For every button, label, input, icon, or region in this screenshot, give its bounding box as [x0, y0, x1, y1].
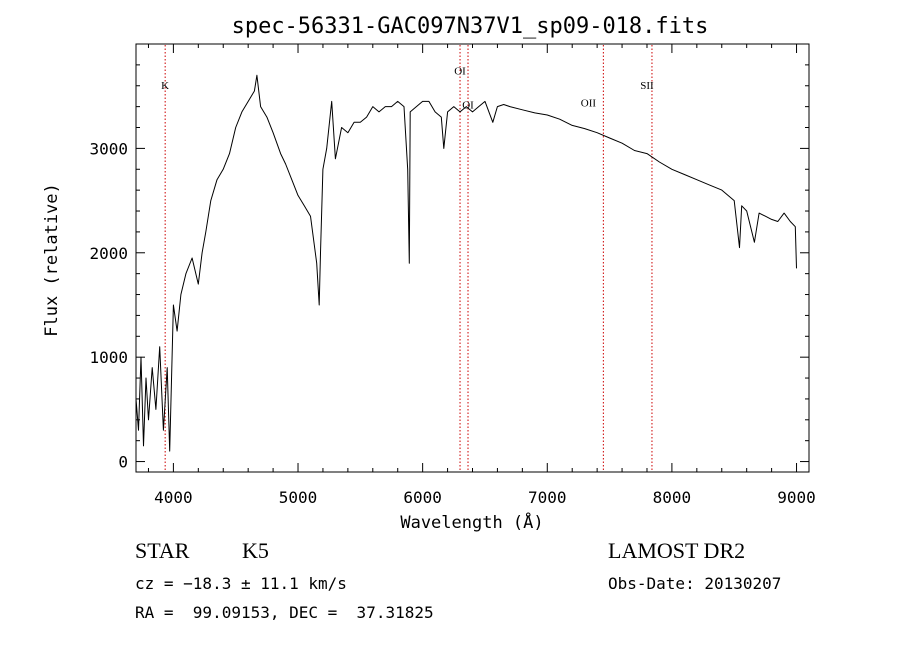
line-annotation-label: K	[161, 80, 169, 92]
x-tick-label: 9000	[777, 488, 816, 507]
line-annotation-label: SII	[640, 80, 654, 92]
line-annotation-label: OII	[581, 98, 597, 110]
spectrum-layer	[135, 74, 797, 452]
y-tick-label: 1000	[89, 348, 128, 367]
spectrum-line	[135, 74, 797, 452]
y-tick-label: 2000	[89, 244, 128, 263]
x-axis-label: Wavelength (Å)	[400, 511, 543, 533]
y-axis-label: Flux (relative)	[42, 183, 62, 337]
object-class: STAR	[135, 538, 190, 563]
coordinates-readout: RA = 99.09153, DEC = 37.31825	[135, 603, 434, 622]
y-axis-ticks: 0 1000 2000 3000	[89, 64, 809, 472]
reference-lines	[164, 45, 653, 471]
x-tick-label: 8000	[653, 488, 692, 507]
x-tick-label: 5000	[279, 488, 318, 507]
x-tick-label: 6000	[403, 488, 442, 507]
x-tick-label: 7000	[528, 488, 567, 507]
survey-name: LAMOST DR2	[608, 538, 746, 563]
line-annotation-label: OI	[462, 100, 474, 112]
x-axis-ticks: 4000 5000 6000 7000 8000 9000	[147, 44, 816, 507]
chart-title: spec-56331-GAC097N37V1_sp09-018.fits	[232, 14, 709, 39]
y-tick-label: 0	[118, 453, 128, 472]
observation-date: Obs-Date: 20130207	[608, 574, 782, 593]
object-subclass: K5	[242, 538, 269, 563]
y-tick-label: 3000	[89, 139, 128, 158]
line-annotation-label: OI	[454, 65, 466, 77]
redshift-readout: cz = −18.3 ± 11.1 km/s	[135, 574, 347, 593]
x-tick-label: 4000	[154, 488, 193, 507]
line-annotations: K OI OI OII SII	[161, 65, 654, 111]
